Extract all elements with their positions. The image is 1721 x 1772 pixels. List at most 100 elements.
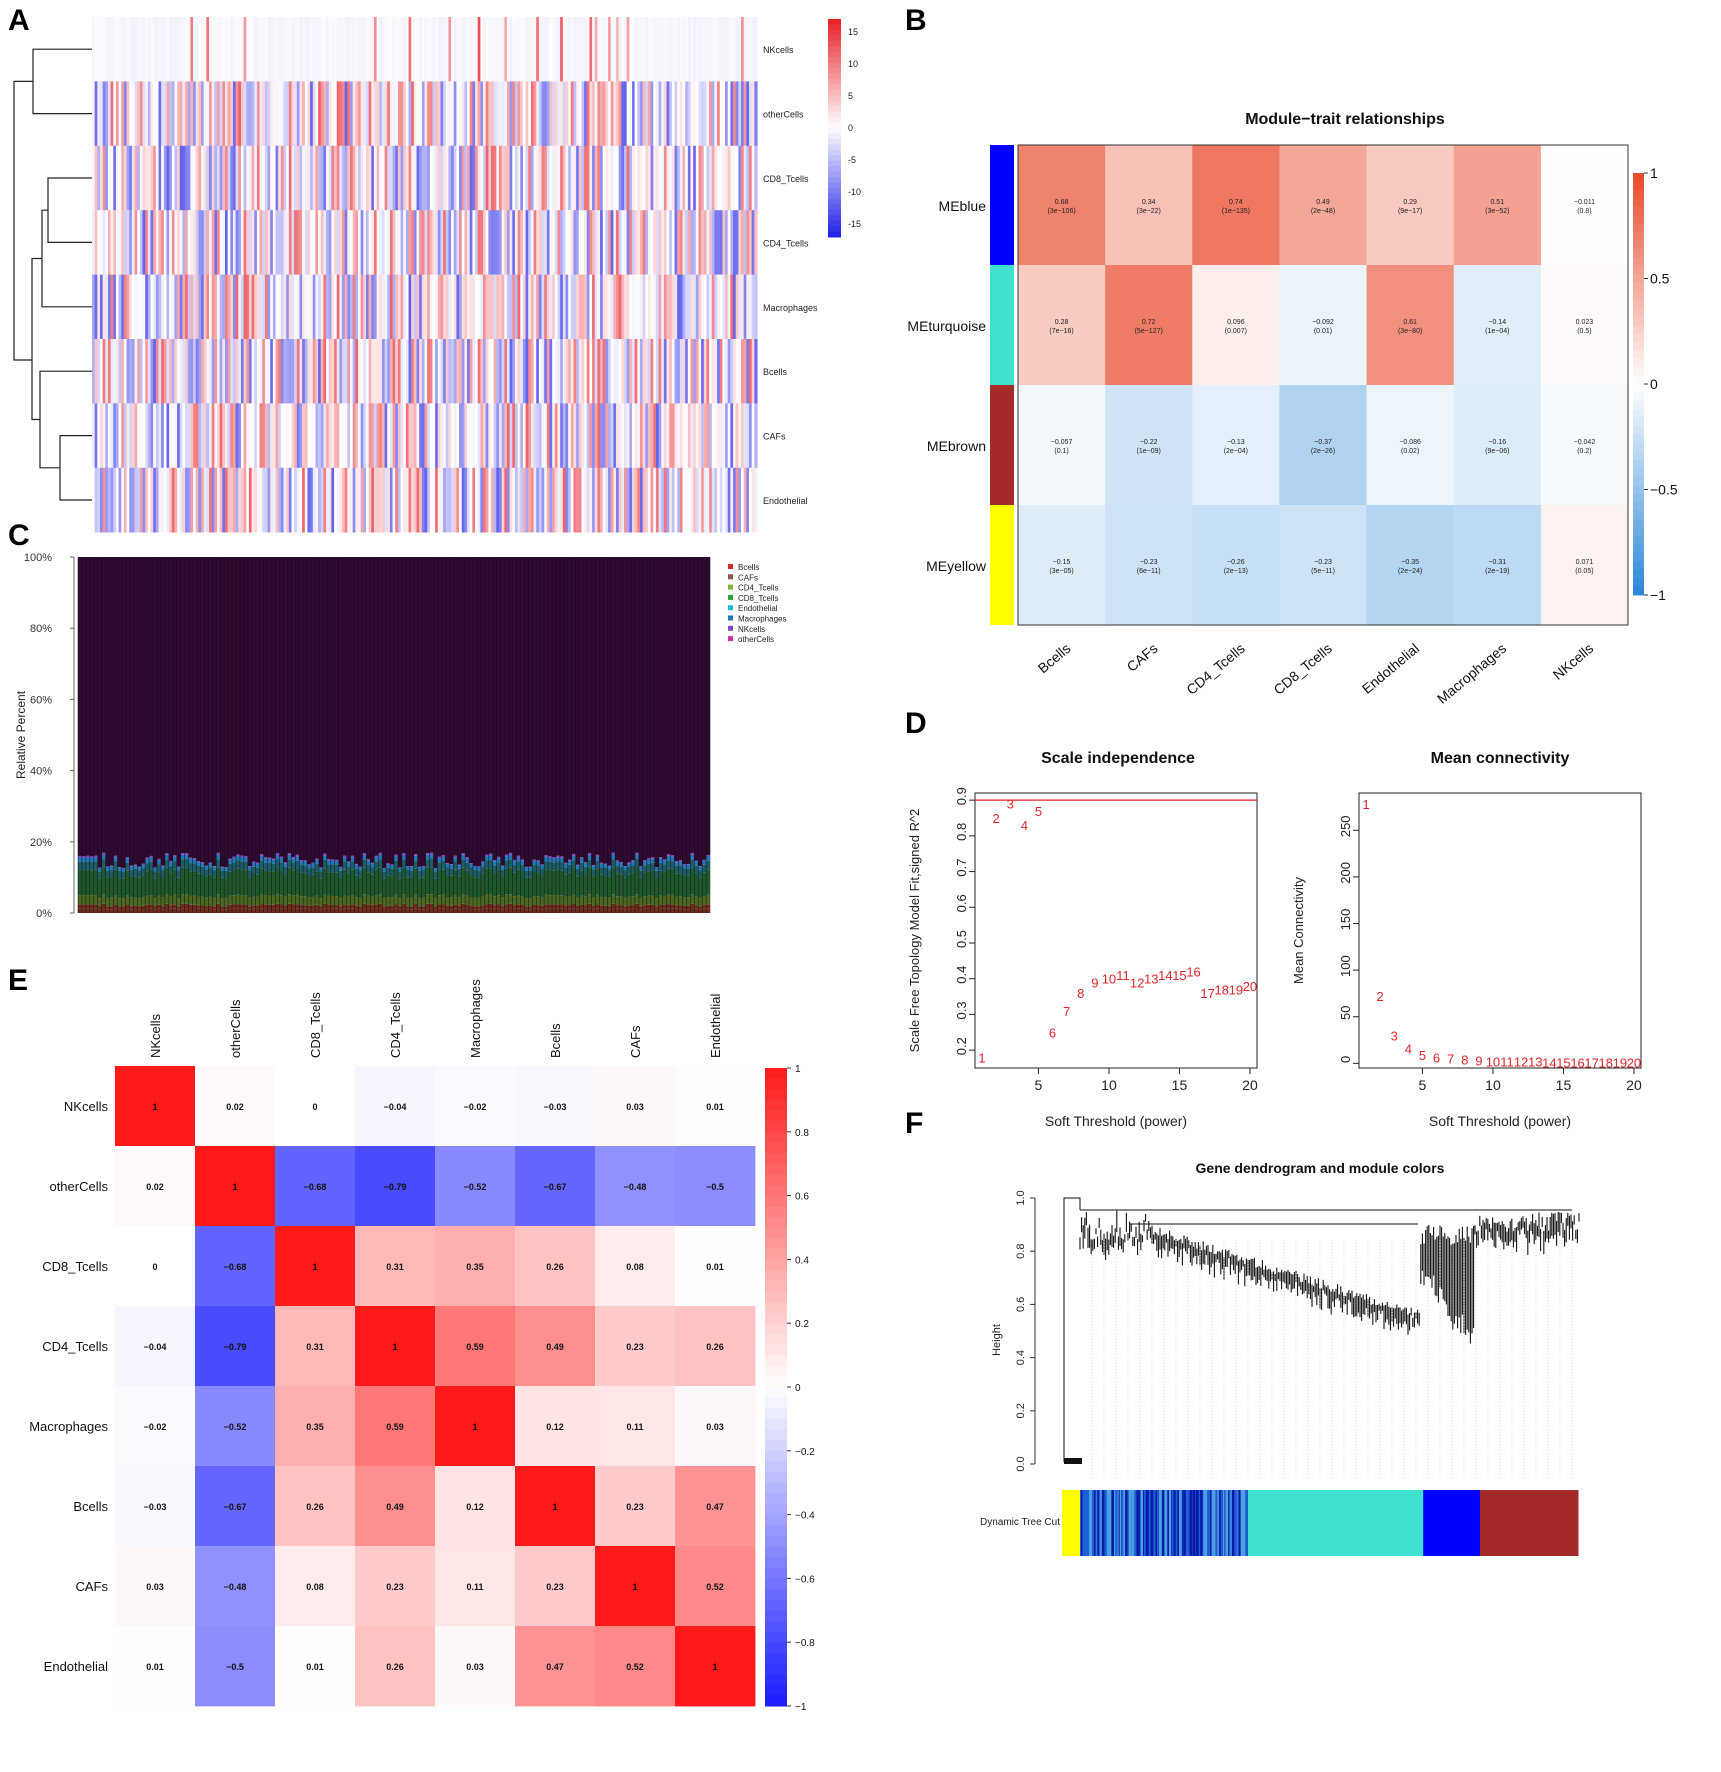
heatmap-a-cell (421, 145, 426, 211)
e-cell-value: 0.59 (386, 1422, 404, 1432)
heatmap-a-cell (355, 339, 359, 404)
heatmap-a-cell (461, 17, 465, 82)
heatmap-a-cell (193, 145, 197, 211)
bar-segment (78, 861, 83, 870)
heatmap-a-cell (182, 403, 186, 469)
heatmap-a-cell (320, 467, 325, 533)
heatmap-a-cell (605, 210, 609, 275)
heatmap-a-cell (714, 274, 718, 340)
bar-segment (575, 876, 580, 898)
heatmap-a-cell (690, 274, 694, 340)
bar-segment (109, 557, 114, 866)
bar-segment (330, 859, 336, 861)
heatmap-a-cell (725, 17, 729, 82)
bar-segment (555, 855, 561, 858)
bar-segment (563, 863, 569, 868)
heatmap-a-cell (307, 17, 311, 82)
legend-b-swatch (1633, 552, 1644, 562)
heatmap-a-cell (363, 467, 367, 533)
heatmap-a-cell (403, 403, 407, 469)
bar-segment (149, 861, 154, 870)
bar-segment (611, 557, 616, 853)
heatmap-a-cell (408, 145, 412, 211)
heatmap-a-cell (565, 210, 569, 275)
bar-segment (567, 557, 573, 860)
bar-segment (607, 876, 612, 898)
bar-segment (682, 868, 687, 877)
heatmap-a-cell (440, 403, 444, 469)
bar-segment (334, 860, 339, 865)
bar-segment (125, 862, 130, 871)
heatmap-a-cell (110, 17, 114, 82)
e-legend-swatch (765, 1259, 787, 1271)
bar-segment (283, 905, 288, 909)
bar-segment (176, 557, 181, 867)
bar-segment (89, 908, 95, 913)
bar-segment (164, 859, 170, 868)
heatmap-a-cell (703, 145, 708, 211)
bar-segment (291, 870, 296, 896)
heatmap-a-cell (600, 403, 604, 469)
stacked-bar (504, 557, 509, 913)
heatmap-a-cell (209, 210, 213, 275)
stacked-bar (516, 557, 521, 913)
heatmap-a-cell (318, 403, 322, 469)
heatmap-a-cell (448, 467, 452, 533)
bar-segment (650, 895, 655, 905)
heatmap-a-cell (296, 274, 301, 340)
heatmap-a-cell (525, 145, 529, 211)
bar-segment (232, 870, 237, 896)
e-cell (195, 1626, 276, 1707)
stacked-bar (366, 557, 371, 913)
heatmap-a-cell (190, 145, 194, 211)
heatmap-a-cell (126, 339, 130, 404)
dendrogram-branch (47, 177, 92, 243)
heatmap-a-row-label: otherCells (763, 110, 804, 120)
e-legend-tick: −0.2 (795, 1447, 815, 1458)
heatmap-a-cell (674, 467, 678, 533)
e-legend-swatch (765, 1376, 787, 1388)
stacked-bar (295, 557, 300, 913)
bar-segment (89, 557, 95, 857)
bar-segment (157, 860, 162, 865)
bar-segment (366, 904, 371, 909)
heatmap-a-cell (754, 339, 758, 404)
heatmap-a-cell (123, 81, 128, 147)
bar-segment (200, 866, 205, 875)
heatmap-a-cell (105, 210, 109, 275)
heatmap-a-cell (259, 81, 263, 147)
bar-segment (563, 908, 569, 913)
heatmap-a-cell (480, 467, 484, 533)
heatmap-a-cell (608, 81, 612, 147)
bar-segment (129, 897, 134, 907)
bar-segment (334, 859, 339, 861)
legend-a-swatch (828, 29, 841, 36)
heatmap-a-cell (262, 145, 266, 211)
bar-segment (540, 909, 545, 913)
module-trait-cell (1279, 145, 1367, 266)
bar-segment (232, 557, 237, 857)
heatmap-a-cell (381, 210, 386, 275)
heatmap-a-cell (621, 81, 625, 147)
e-cell (595, 1146, 676, 1227)
heatmap-a-row-label: CD8_Tcells (763, 174, 809, 184)
e-cell-value: 0.23 (386, 1582, 404, 1592)
bar-segment (536, 905, 541, 909)
d-x-tick: 15 (1556, 1077, 1572, 1093)
e-cell-value: −0.68 (304, 1182, 327, 1192)
heatmap-a-cell (427, 210, 431, 275)
bar-segment (137, 867, 142, 871)
bar-segment (397, 878, 403, 899)
e-cell (115, 1466, 196, 1547)
heatmap-a-cell (243, 403, 247, 469)
heatmap-a-cell (666, 274, 670, 340)
heatmap-a-cell (267, 403, 271, 469)
heatmap-a-cell (472, 467, 476, 533)
heatmap-a-cell (634, 210, 638, 275)
heatmap-a-cell (201, 467, 205, 533)
heatmap-a-cell (113, 467, 117, 533)
heatmap-a-cell (131, 467, 136, 533)
heatmap-a-cell (110, 274, 114, 340)
heatmap-a-cell (717, 210, 721, 275)
bar-segment (421, 866, 426, 870)
